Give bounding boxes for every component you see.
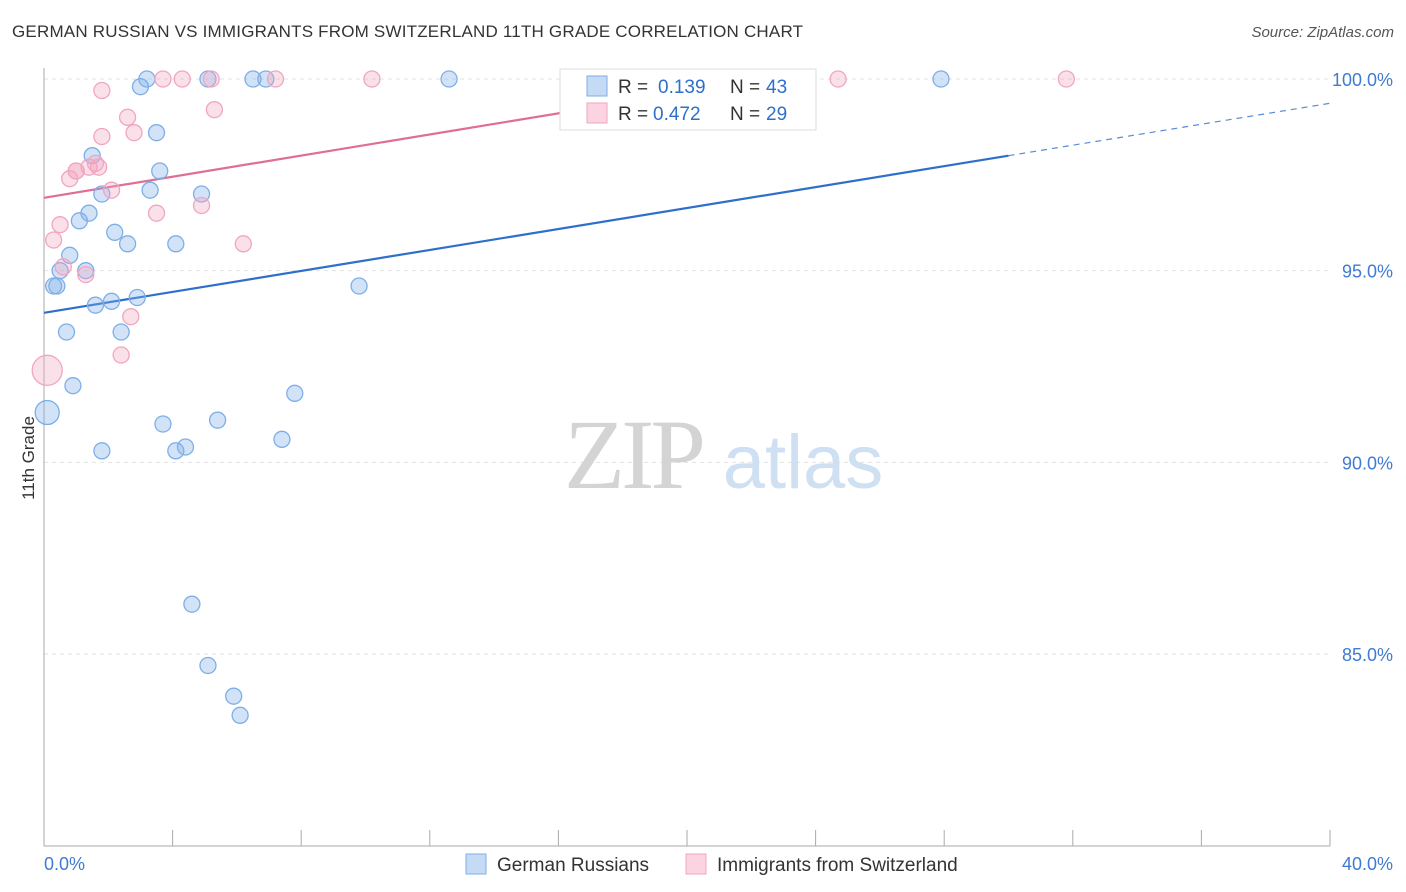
watermark: ZIP atlas: [564, 399, 883, 510]
chart-title: GERMAN RUSSIAN VS IMMIGRANTS FROM SWITZE…: [12, 22, 804, 41]
source-label: Source: ZipAtlas.com: [1251, 24, 1394, 41]
x-tick-label: 0.0%: [44, 854, 85, 874]
y-tick-label: 85.0%: [1342, 645, 1393, 665]
bottom-legend: German Russians Immigrants from Switzerl…: [465, 853, 958, 876]
data-point-immigrants-switzerland: [67, 162, 85, 180]
data-point-german-russians: [77, 262, 95, 280]
data-point-german-russians: [70, 212, 89, 230]
y-tick-labels: 85.0% 90.0% 95.0% 100.0%: [1332, 70, 1393, 665]
data-point-german-russians: [102, 292, 121, 310]
data-point-immigrants-switzerland: [1057, 70, 1076, 88]
data-point-german-russians: [440, 70, 458, 88]
x-ticks: 0.0% 40.0%: [43, 830, 1393, 874]
data-point-german-russians: [147, 124, 166, 142]
data-point-immigrants-switzerland: [80, 158, 98, 176]
data-point-german-russians: [257, 70, 275, 88]
data-point-german-russians: [154, 415, 172, 433]
trend-line-extension: [1008, 102, 1331, 157]
data-point-german-russians: [128, 288, 146, 307]
legend-r-label-1: R =: [618, 77, 648, 98]
data-point-german-russians: [231, 706, 249, 724]
data-point-immigrants-switzerland: [118, 108, 137, 126]
legend-r-value-2: 0.472: [653, 104, 701, 125]
data-point-immigrants-switzerland: [112, 346, 130, 364]
trend-line-german-russians: [43, 154, 1009, 314]
data-point-german-russians: [244, 70, 262, 88]
data-point-german-russians: [93, 185, 111, 203]
legend-swatch-immigrants-switzerland: [586, 102, 608, 124]
data-point-german-russians: [167, 235, 185, 253]
y-tick-label: 90.0%: [1342, 453, 1393, 473]
data-point-immigrants-switzerland: [154, 70, 172, 88]
data-point-german-russians: [167, 442, 185, 460]
data-point-immigrants-switzerland: [205, 101, 224, 119]
y-tick-label: 100.0%: [1332, 70, 1393, 90]
data-point-german-russians: [141, 181, 159, 199]
bottom-legend-swatch-immigrants-switzerland: [685, 853, 707, 875]
watermark-atlas: atlas: [723, 420, 884, 505]
data-point-german-russians: [183, 595, 201, 613]
legend-n-label-1: N =: [730, 77, 760, 98]
legend-r-value-1: 0.139: [658, 77, 706, 98]
data-point-immigrants-switzerland: [829, 70, 847, 88]
data-point-german-russians: [112, 323, 130, 341]
data-point-immigrants-switzerland: [147, 204, 166, 222]
data-point-german-russians: [151, 162, 169, 180]
data-point-immigrants-switzerland: [51, 216, 69, 234]
data-point-german-russians: [176, 438, 195, 456]
data-point-immigrants-switzerland: [93, 81, 111, 100]
data-point-german-russians: [131, 78, 150, 96]
data-point-immigrants-switzerland: [173, 70, 191, 88]
data-point-immigrants-switzerland: [31, 354, 63, 386]
data-point-german-russians: [44, 277, 63, 295]
data-point-german-russians: [225, 687, 243, 705]
x-tick-label: 40.0%: [1342, 854, 1393, 874]
data-point-german-russians: [34, 399, 60, 426]
watermark-zip: ZIP: [564, 399, 702, 510]
data-point-immigrants-switzerland: [77, 265, 95, 284]
data-point-german-russians: [273, 430, 291, 448]
data-point-german-russians: [106, 223, 124, 241]
data-point-german-russians: [286, 384, 304, 402]
bottom-legend-label-immigrants-switzerland: Immigrants from Switzerland: [717, 855, 958, 876]
data-point-immigrants-switzerland: [266, 70, 285, 88]
legend-box: R = 0.139 N = 43 R = 0.472 N = 29: [559, 68, 817, 131]
data-point-german-russians: [93, 442, 111, 460]
legend-n-value-2: 29: [766, 104, 787, 125]
bottom-legend-label-german-russians: German Russians: [497, 855, 649, 876]
y-tick-label: 95.0%: [1342, 262, 1393, 282]
data-point-immigrants-switzerland: [234, 235, 252, 253]
data-point-german-russians: [118, 235, 137, 253]
data-point-german-russians: [932, 70, 950, 88]
data-point-german-russians: [64, 377, 82, 395]
data-point-immigrants-switzerland: [44, 231, 63, 249]
data-point-german-russians: [86, 296, 105, 314]
data-point-german-russians: [57, 323, 76, 341]
data-point-immigrants-switzerland: [102, 181, 121, 199]
data-point-immigrants-switzerland: [202, 70, 220, 88]
legend-n-value-1: 43: [766, 77, 787, 98]
data-point-immigrants-switzerland: [125, 124, 143, 142]
data-point-immigrants-switzerland: [192, 196, 211, 215]
legend-swatch-german-russians: [586, 75, 608, 97]
y-axis-label: 11th Grade: [19, 416, 38, 500]
legend-n-label-2: N =: [730, 104, 760, 125]
bottom-legend-swatch-german-russians: [465, 853, 487, 875]
data-point-immigrants-switzerland: [54, 258, 72, 276]
data-point-immigrants-switzerland: [93, 127, 111, 146]
data-point-immigrants-switzerland: [90, 158, 108, 176]
legend-r-label-2: R =: [618, 104, 648, 125]
data-point-german-russians: [199, 656, 217, 675]
data-point-german-russians: [208, 411, 227, 429]
data-point-german-russians: [350, 277, 368, 295]
data-point-immigrants-switzerland: [363, 70, 381, 88]
data-point-immigrants-switzerland: [122, 308, 140, 326]
data-points: [31, 70, 1076, 724]
